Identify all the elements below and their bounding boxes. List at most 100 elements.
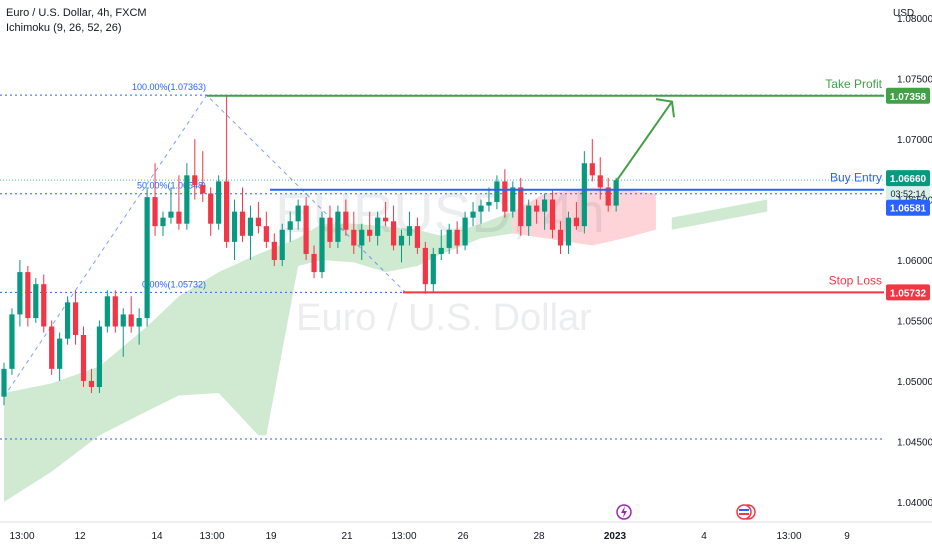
candle-body xyxy=(359,229,365,246)
candle-body xyxy=(136,318,142,327)
candle-body xyxy=(430,253,436,285)
candle-body xyxy=(597,175,603,188)
candle-body xyxy=(120,314,126,327)
candle-body xyxy=(41,284,47,327)
candle-body xyxy=(247,217,254,236)
projection-arrow-shaft xyxy=(616,101,673,181)
eu-flag-event-icon xyxy=(736,504,752,520)
candle-body xyxy=(144,197,150,319)
candle-body xyxy=(184,175,190,224)
time-tick-label: 13:00 xyxy=(391,531,416,542)
candle-body xyxy=(96,326,102,387)
trade-levels[interactable]: Take Profit Buy Entry Stop Loss xyxy=(0,77,884,294)
candle-body xyxy=(224,181,230,242)
candle-body xyxy=(104,296,110,327)
candle-body xyxy=(462,217,468,246)
price-tick-label: 1.08000 xyxy=(897,14,932,25)
candle-body xyxy=(406,226,413,236)
time-tick-label: 26 xyxy=(457,531,469,542)
countdown-bg xyxy=(886,186,930,201)
candle-body xyxy=(343,211,349,230)
symbol-title: Euro / U.S. Dollar, 4h, FXCM xyxy=(6,7,147,19)
candle-body xyxy=(263,226,269,242)
buy-entry-price-tag-bg xyxy=(886,199,930,216)
candle-body xyxy=(478,205,484,212)
candle-body xyxy=(526,205,532,227)
indicator-label[interactable]: Ichimoku (9, 26, 52, 26) xyxy=(6,22,122,34)
candle-body xyxy=(200,185,206,194)
candle-body xyxy=(1,368,7,397)
candle-body xyxy=(581,163,587,227)
time-tick-label: 13:00 xyxy=(199,531,224,542)
candle-body xyxy=(311,253,317,273)
time-tick-label: 4 xyxy=(701,531,707,542)
candle-body xyxy=(9,314,15,369)
candle-body xyxy=(375,217,381,236)
candle-body xyxy=(446,229,452,248)
stop-loss-label: Stop Loss xyxy=(829,273,882,287)
candle-body xyxy=(65,302,71,339)
fib-zigzag xyxy=(3,94,406,397)
candle-body xyxy=(231,211,238,242)
candle-body xyxy=(502,181,508,212)
candle-body xyxy=(494,181,500,202)
candle-body xyxy=(327,217,333,242)
candle-body xyxy=(80,334,87,381)
price-tick-label: 1.04500 xyxy=(897,437,932,448)
candle-body xyxy=(88,380,95,387)
candle-body xyxy=(303,205,309,254)
candle-body xyxy=(168,211,174,218)
candle-body xyxy=(49,326,55,369)
price-tick-label: 1.05500 xyxy=(897,316,932,327)
price-tick-label: 1.07000 xyxy=(897,135,932,146)
candle-body xyxy=(33,284,39,319)
candle-body xyxy=(565,217,572,246)
candle-body xyxy=(605,187,611,206)
candle-body xyxy=(176,211,182,224)
buy-entry-price-tag: 1.06581 xyxy=(890,204,927,215)
candle-body xyxy=(160,217,166,227)
candle-body xyxy=(390,221,397,246)
price-tick-label: 1.04000 xyxy=(897,498,932,509)
candle-body xyxy=(414,226,420,248)
cloud-bullish-future xyxy=(671,199,768,230)
time-tick-label: 9 xyxy=(844,531,850,542)
candle-body xyxy=(470,211,476,218)
current-price-tag-bg xyxy=(886,170,930,187)
price-tick-label: 1.07500 xyxy=(897,75,932,86)
time-tick-label: 21 xyxy=(341,531,353,542)
candle-body xyxy=(25,272,31,319)
current-price-tag: 1.06660 xyxy=(890,174,927,185)
candle-body xyxy=(335,211,341,242)
stop-loss-price-tag: 1.05732 xyxy=(890,288,927,299)
fib-100-label: 100.00%(1.07363) xyxy=(132,82,206,92)
cloud-bullish xyxy=(4,211,513,502)
candle-body xyxy=(208,193,214,224)
candle-body xyxy=(549,199,556,230)
candle-body xyxy=(486,201,492,206)
time-tick-label: 12 xyxy=(74,531,86,542)
price-tick-label: 1.05000 xyxy=(897,377,932,388)
candle-body xyxy=(152,197,158,227)
time-tick-label: 13:00 xyxy=(776,531,801,542)
fib-50-label: 50.00%(1.06548) xyxy=(137,181,206,191)
fib-0-label: 0.00%(1.05732) xyxy=(142,279,206,289)
candle-body xyxy=(279,229,285,260)
candle-body xyxy=(518,187,524,227)
candle-body xyxy=(510,187,516,212)
candle-body xyxy=(534,205,540,212)
candle-body xyxy=(72,302,79,335)
watermark-name: Euro / U.S. Dollar xyxy=(296,297,592,339)
flag-stripe-icon xyxy=(739,509,749,511)
countdown-timer: 03:52:14 xyxy=(890,189,925,199)
candle-body xyxy=(128,314,134,327)
candle-body xyxy=(295,205,301,222)
candle-body xyxy=(112,296,118,327)
candle-body xyxy=(192,175,198,186)
projection-arrow-head xyxy=(655,98,675,118)
candle-body xyxy=(287,221,293,230)
take-profit-price-tag: 1.07358 xyxy=(890,92,927,103)
